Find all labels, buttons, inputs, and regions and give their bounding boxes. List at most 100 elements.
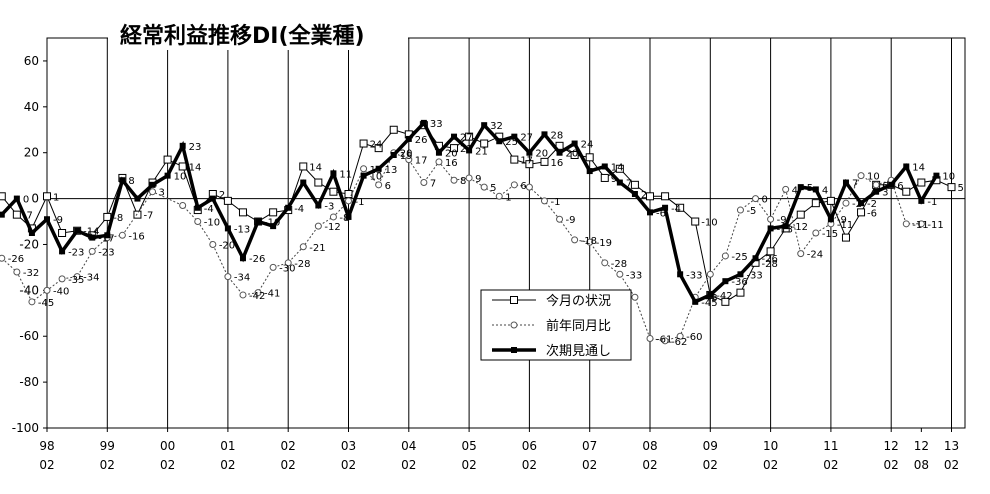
point-marker-filled: [13, 195, 20, 202]
data-label: 6: [385, 181, 391, 192]
data-label: -33: [746, 270, 762, 281]
x-tick-label-month: 02: [823, 458, 838, 472]
point-marker-filled: [300, 179, 307, 186]
point-marker-filled: [435, 149, 442, 156]
data-label: -1: [927, 197, 937, 208]
legend-label: 次期見通し: [546, 343, 611, 359]
point-marker-circle: [812, 229, 820, 237]
x-tick-label-month: 02: [522, 458, 537, 472]
data-label: -7: [23, 211, 33, 222]
point-marker-filled: [858, 200, 865, 207]
point-marker-circle: [752, 195, 760, 203]
data-label: -23: [98, 247, 114, 258]
data-label: 11: [339, 169, 352, 180]
data-label: 5: [958, 183, 964, 194]
data-label: -11: [912, 220, 928, 231]
data-label: 16: [550, 158, 563, 169]
data-label: 26: [415, 135, 428, 146]
point-marker-circle: [284, 259, 292, 267]
point-marker-square: [465, 132, 474, 141]
data-label: -1: [550, 197, 560, 208]
x-tick-label-year: 02: [281, 439, 296, 453]
data-label: -6: [867, 208, 877, 219]
point-marker-filled: [74, 227, 81, 234]
legend-swatch-marker: [511, 347, 517, 353]
y-tick-label: -40: [19, 283, 39, 297]
point-marker-filled: [330, 170, 337, 177]
data-label: -11: [837, 220, 853, 231]
data-label: -62: [671, 337, 687, 348]
point-marker-square: [359, 139, 368, 148]
point-marker-square: [857, 208, 866, 217]
point-marker-filled: [420, 119, 427, 126]
point-marker-square: [525, 160, 534, 169]
point-marker-circle: [556, 215, 564, 223]
data-label: 9: [475, 174, 481, 185]
point-marker-circle: [360, 165, 368, 173]
point-marker-circle: [480, 183, 488, 191]
data-label: -28: [611, 259, 627, 270]
data-label: 27: [460, 133, 473, 144]
data-label: 6: [520, 181, 526, 192]
point-marker-filled: [270, 223, 277, 230]
data-label: 20: [445, 149, 458, 160]
point-marker-filled: [722, 278, 729, 285]
data-label: 3: [159, 188, 165, 199]
data-label: 7: [626, 179, 632, 190]
point-marker-circle: [661, 337, 669, 345]
point-marker-square: [133, 210, 142, 219]
data-label: -45: [38, 298, 54, 309]
point-marker-filled: [797, 184, 804, 191]
y-tick-label: 40: [24, 100, 39, 114]
point-marker-filled: [586, 168, 593, 175]
data-label: -4: [294, 204, 304, 215]
point-marker-circle: [902, 220, 910, 228]
data-label: -1: [355, 197, 365, 208]
point-marker-filled: [345, 213, 352, 220]
data-label: -23: [68, 247, 84, 258]
point-marker-filled: [737, 271, 744, 278]
point-marker-filled: [556, 149, 563, 156]
data-label: 28: [550, 130, 563, 141]
point-marker-circle: [194, 218, 202, 226]
point-marker-circle: [299, 243, 307, 251]
point-marker-square: [43, 192, 51, 201]
point-marker-filled: [315, 202, 322, 209]
series-layer: [0, 119, 956, 345]
point-marker-circle: [0, 254, 6, 262]
y-tick-label: -100: [12, 421, 39, 435]
data-label: 21: [475, 146, 488, 157]
data-label: 1: [53, 192, 59, 203]
point-marker-square: [766, 247, 775, 256]
point-marker-circle: [767, 215, 775, 223]
y-tick-label: 20: [24, 146, 39, 160]
data-label: -9: [53, 215, 63, 226]
point-marker-circle: [917, 220, 925, 228]
data-label: -13: [777, 224, 793, 235]
data-label: -26: [249, 254, 265, 265]
point-marker-circle: [706, 270, 714, 278]
point-marker-square: [344, 190, 353, 198]
x-tick-label-month: 02: [703, 458, 718, 472]
point-marker-circle: [435, 158, 443, 166]
point-marker-circle: [631, 293, 639, 301]
point-marker-filled: [616, 179, 623, 186]
x-tick-label-year: 99: [100, 439, 115, 453]
point-marker-filled: [59, 248, 66, 255]
point-marker-filled: [752, 255, 759, 262]
point-marker-filled: [451, 133, 458, 140]
point-marker-square: [661, 192, 670, 201]
data-label: -33: [626, 270, 642, 281]
point-marker-filled: [782, 223, 789, 230]
x-tick-label-month: 02: [582, 458, 597, 472]
data-label: -4: [204, 204, 214, 215]
data-label: 32: [490, 121, 503, 132]
point-marker-filled: [149, 181, 156, 188]
data-label: -25: [731, 252, 747, 263]
point-marker-filled: [662, 204, 669, 211]
data-label: 14: [189, 162, 202, 173]
point-marker-filled: [918, 197, 925, 204]
point-marker-circle: [420, 179, 428, 187]
